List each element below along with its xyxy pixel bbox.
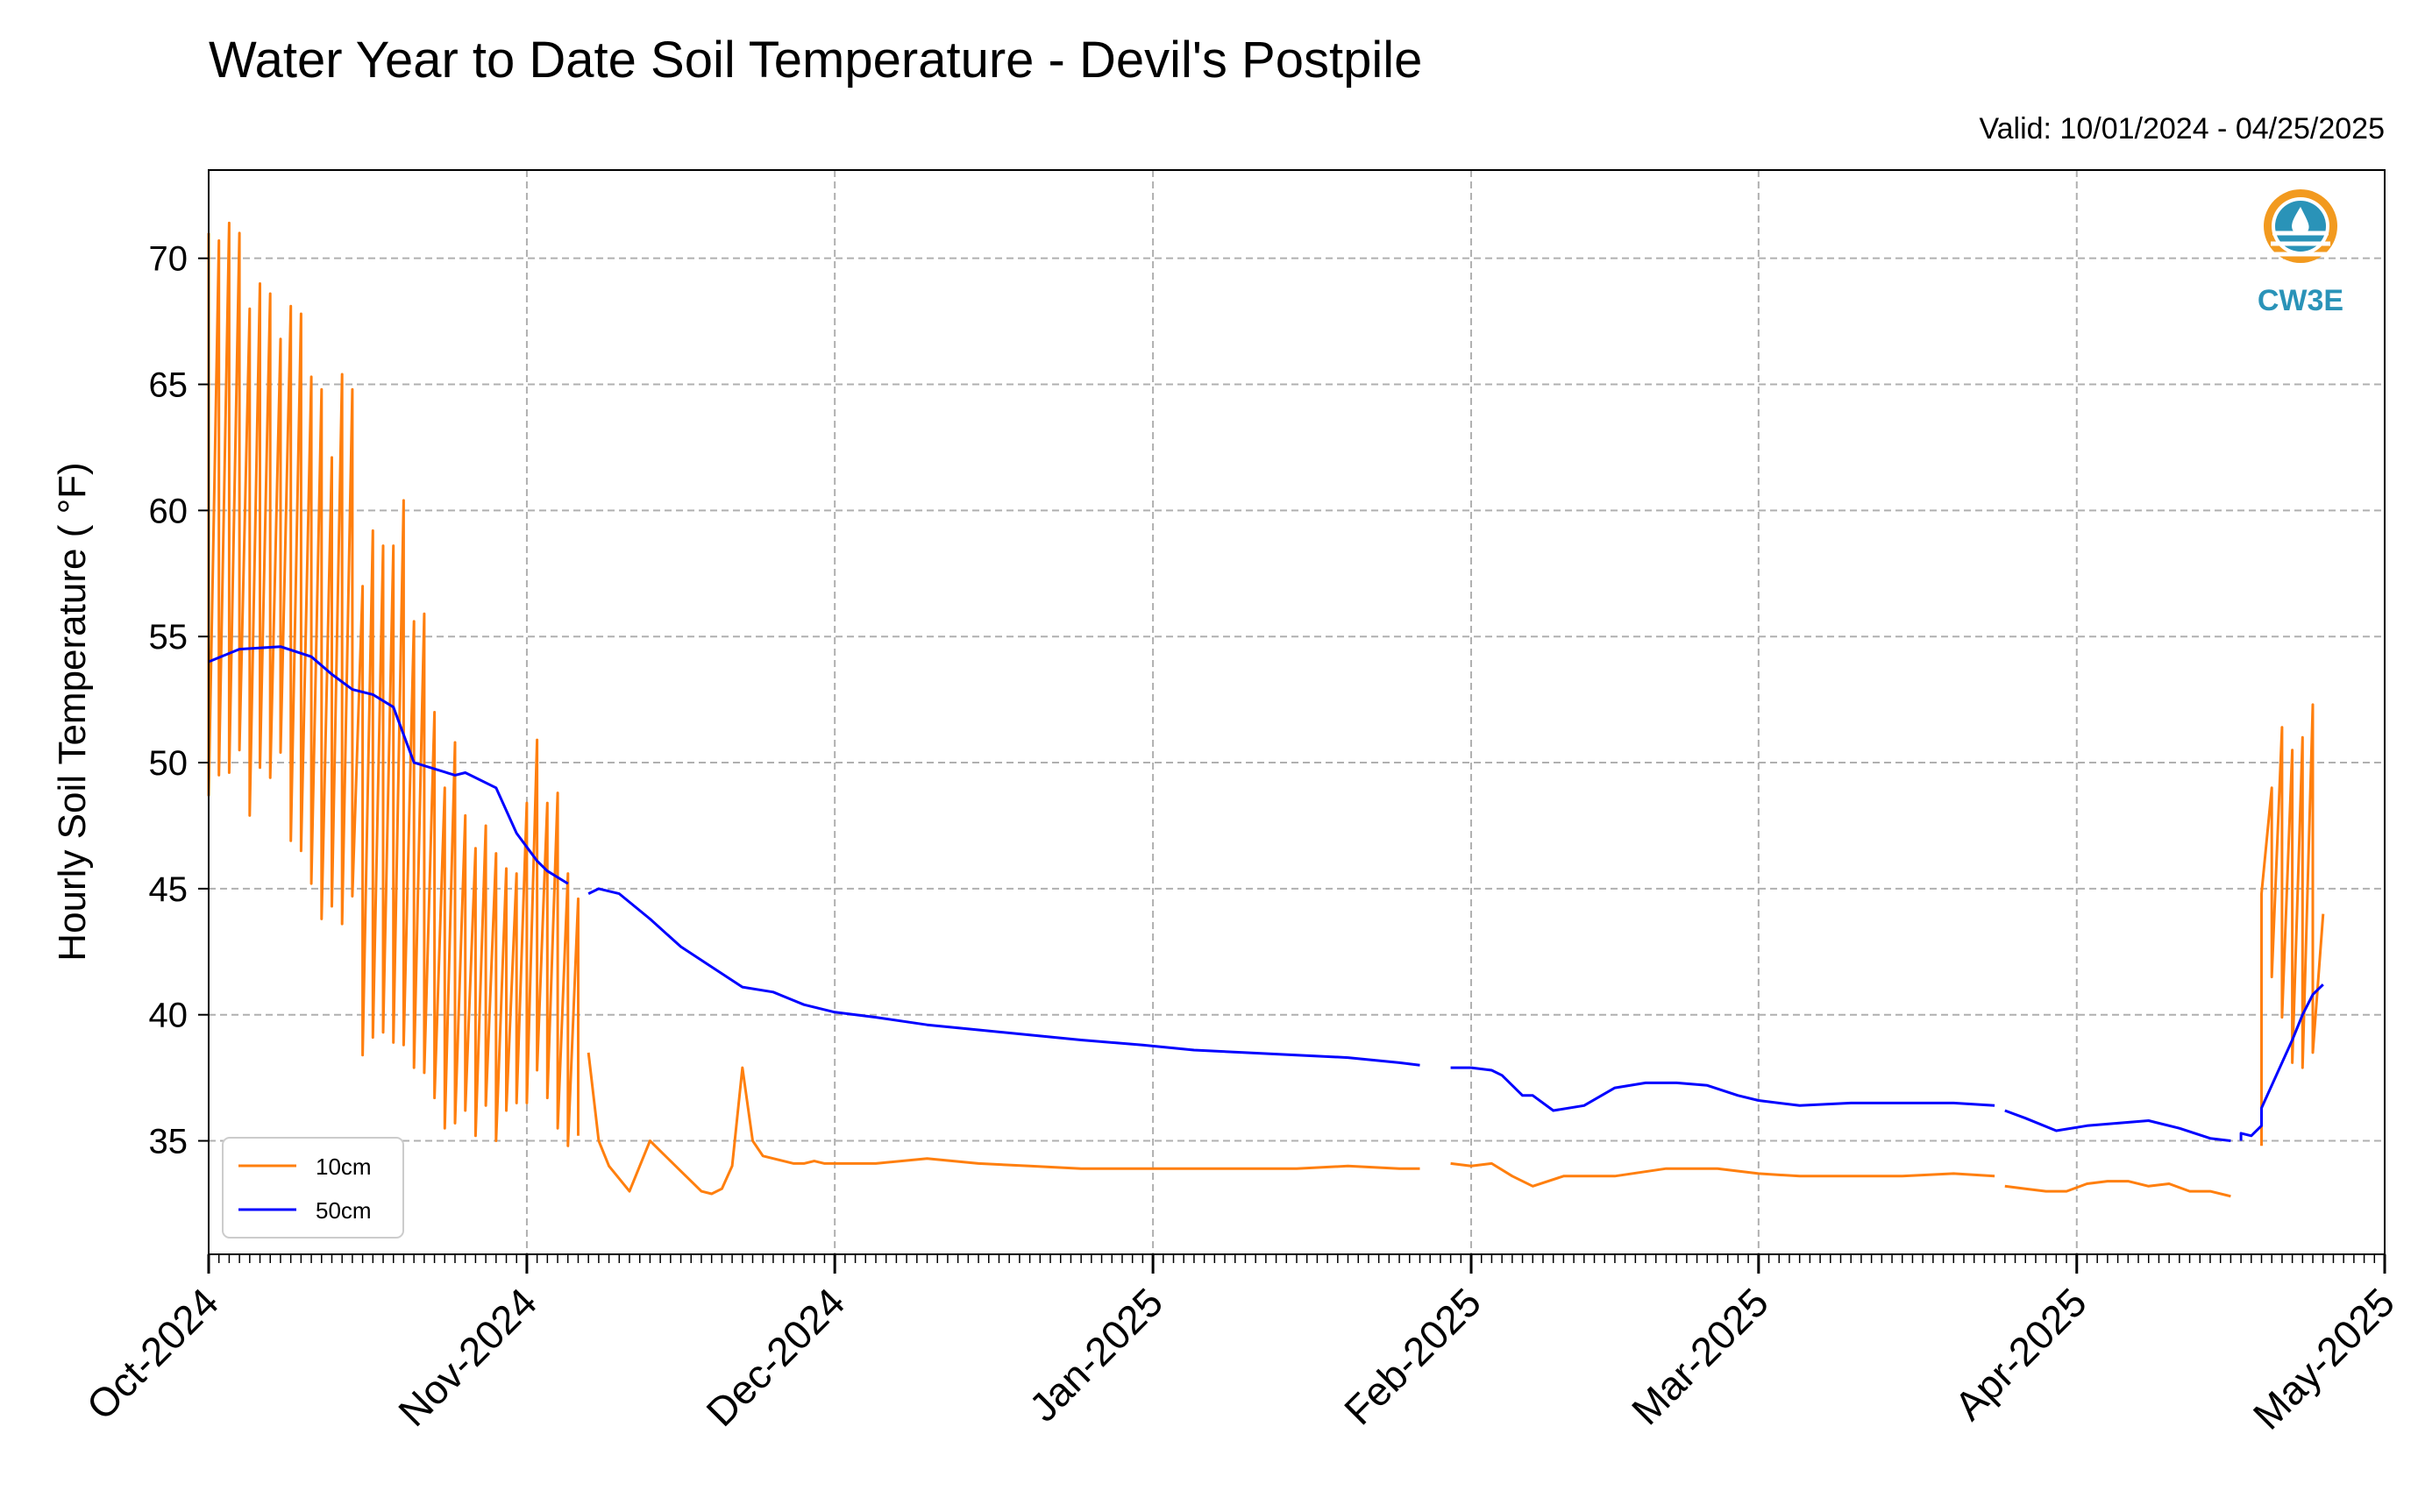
y-axis-label: Hourly Soil Temperature ( °F)	[51, 462, 94, 961]
series-10cm-line	[587, 1052, 1420, 1196]
x-tick-label: Apr-2025	[1945, 1279, 2095, 1429]
x-tick-label: May-2025	[2244, 1279, 2403, 1437]
y-tick-label: 60	[149, 492, 188, 530]
series-50cm-line	[587, 887, 1420, 1067]
series-10cm-line	[1450, 1161, 1995, 1188]
plot-series	[207, 221, 2325, 1198]
plot-frame	[208, 169, 2386, 1255]
legend-label-50cm: 50cm	[316, 1197, 372, 1224]
x-tick-label: Dec-2024	[697, 1279, 853, 1435]
x-tick-label: Mar-2025	[1623, 1279, 1777, 1433]
x-tick-label: Oct-2024	[78, 1279, 228, 1429]
series-50cm-line	[208, 645, 569, 885]
chart-title: Water Year to Date Soil Temperature - De…	[209, 32, 1422, 89]
logo-droplet-icon	[2292, 207, 2309, 236]
y-tick-label: 70	[149, 240, 188, 279]
x-tick-label: Jan-2025	[1021, 1279, 1171, 1430]
x-tick-label: Feb-2025	[1335, 1279, 1490, 1433]
legend: 10cm 50cm	[222, 1137, 404, 1239]
legend-label-10cm: 10cm	[316, 1154, 372, 1180]
grid-lines	[208, 170, 2386, 1254]
y-tick-label: 50	[149, 744, 188, 783]
y-tick-label: 40	[149, 997, 188, 1035]
y-tick-label: 55	[149, 618, 188, 657]
cw3e-logo: CW3E	[2258, 189, 2343, 317]
series-50cm-line	[2004, 1109, 2231, 1142]
series-50cm-line	[2239, 983, 2324, 1141]
y-tick-label: 35	[149, 1123, 188, 1161]
axes: 35 40 45 50 55 60 65 70 Oct-2024 Nov-2024 Dec-2024…	[78, 240, 2404, 1438]
logo-text: CW3E	[2258, 284, 2343, 317]
y-tick-label: 65	[149, 366, 188, 405]
series-10cm-line	[207, 221, 580, 1147]
x-tick-label: Nov-2024	[389, 1279, 545, 1435]
series-50cm-line	[1450, 1066, 1995, 1112]
series-10cm-line	[2260, 703, 2325, 1146]
y-tick-label: 45	[149, 870, 188, 909]
series-10cm-line	[2004, 1180, 2231, 1198]
chart-subtitle: Valid: 10/01/2024 - 04/25/2025	[1979, 112, 2385, 146]
legend-box	[222, 1137, 404, 1239]
